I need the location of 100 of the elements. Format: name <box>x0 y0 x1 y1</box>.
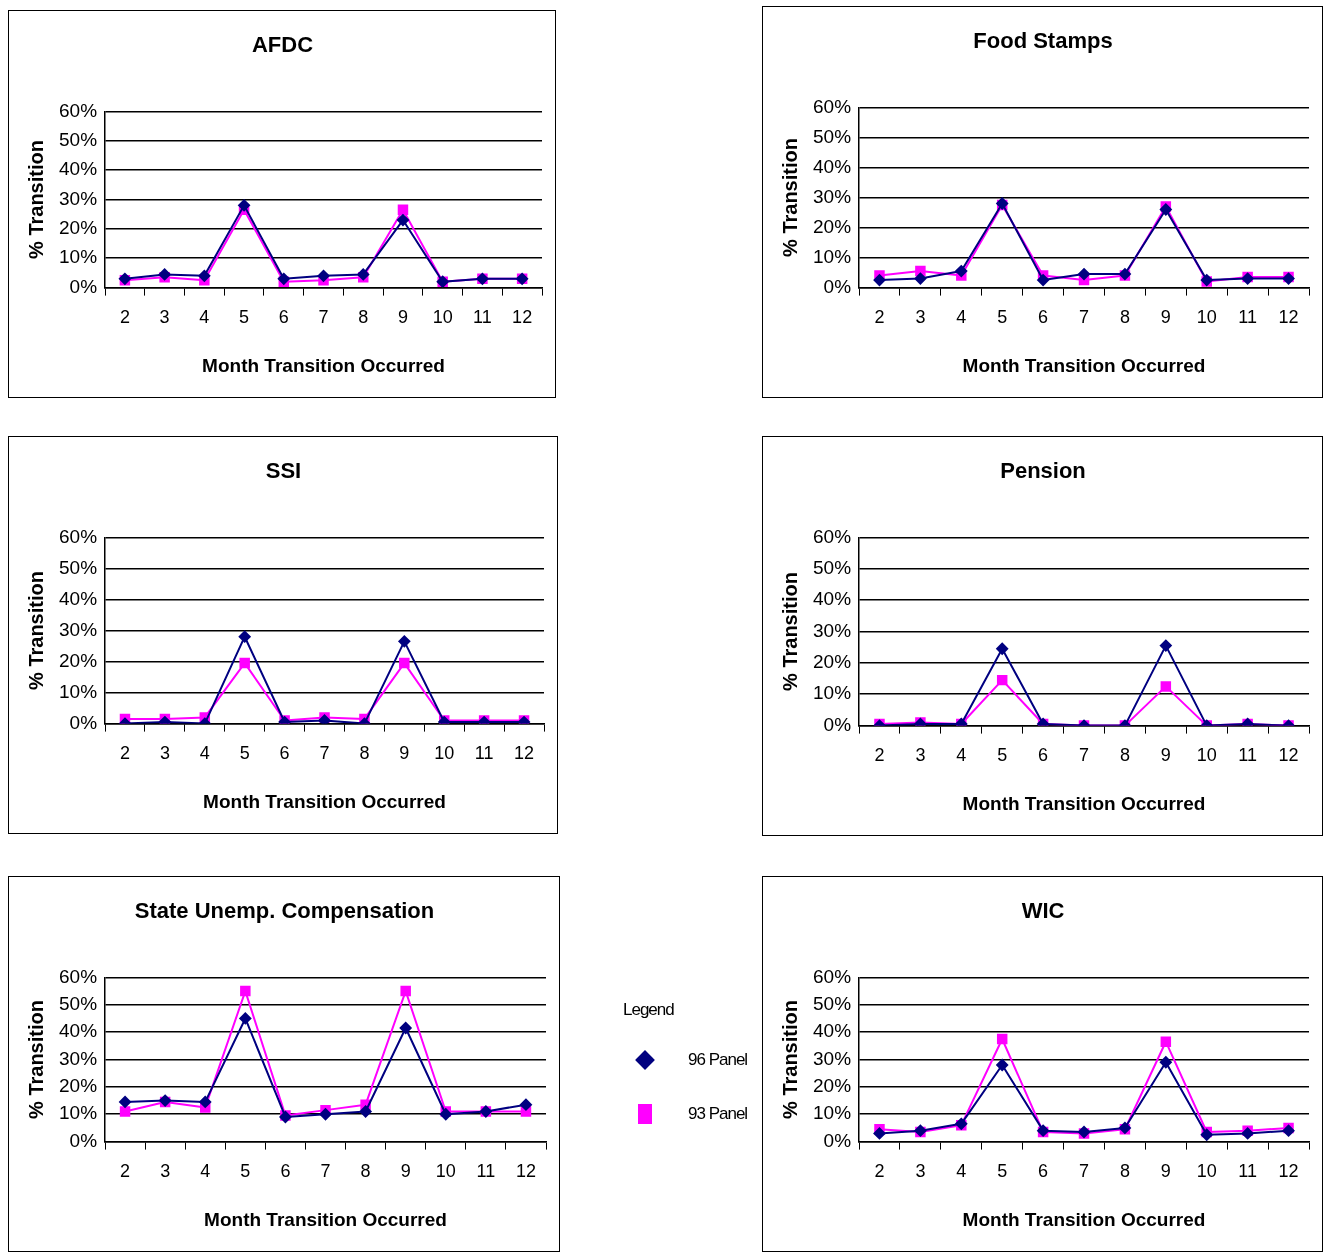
y-tick-label: 60% <box>59 525 98 547</box>
x-tick-label: 4 <box>199 743 210 764</box>
x-tick-label: 2 <box>874 1161 885 1182</box>
x-tick-label: 5 <box>239 307 250 328</box>
y-tick-label: 50% <box>59 129 98 150</box>
x-tick-label: 5 <box>240 1161 251 1182</box>
y-tick-label: 0% <box>69 1129 98 1151</box>
y-tick-label: 0% <box>823 1129 852 1151</box>
x-tick-label: 12 <box>1278 745 1299 766</box>
y-tick-label: 30% <box>59 187 98 209</box>
x-tick-label: 3 <box>915 1161 926 1182</box>
y-tick-label: 60% <box>813 525 852 547</box>
legend-label: 96 Panel <box>688 1050 748 1070</box>
x-tick-label: 7 <box>320 1161 331 1182</box>
chart-title: State Unemp. Compensation <box>134 898 435 924</box>
x-axis-title: Month Transition Occurred <box>962 1208 1206 1230</box>
y-axis-title: % Transition <box>24 140 47 259</box>
x-tick-label: 9 <box>397 307 408 328</box>
y-axis-title: % Transition <box>778 1000 801 1119</box>
x-axis-title: Month Transition Occurred <box>204 1208 447 1230</box>
x-tick-label: 5 <box>239 743 250 764</box>
y-tick-label: 10% <box>813 245 852 267</box>
x-tick-label: 4 <box>956 307 967 328</box>
x-tick-label: 6 <box>1038 745 1049 766</box>
x-tick-label: 10 <box>1196 1161 1217 1182</box>
x-tick-label: 10 <box>1196 307 1217 328</box>
x-tick-label: 9 <box>1160 745 1171 766</box>
x-tick-label: 11 <box>1238 307 1257 328</box>
x-tick-label: 3 <box>160 1161 171 1182</box>
x-tick-label: 9 <box>399 743 410 764</box>
x-tick-label: 3 <box>915 745 926 766</box>
y-tick-label: 50% <box>59 556 98 578</box>
y-tick-label: 40% <box>59 1020 98 1042</box>
legend-label: 93 Panel <box>688 1104 748 1124</box>
legend-title: Legend <box>623 1000 675 1020</box>
y-tick-label: 30% <box>59 1047 98 1069</box>
x-tick-label: 2 <box>119 307 130 328</box>
x-tick-label: 6 <box>278 307 289 328</box>
x-tick-label: 4 <box>200 1161 211 1182</box>
x-tick-label: 8 <box>358 307 369 328</box>
y-tick-label: 10% <box>813 682 852 704</box>
x-tick-label: 8 <box>359 743 370 764</box>
x-axis-title: Month Transition Occurred <box>202 354 445 376</box>
x-tick-label: 9 <box>1160 307 1171 328</box>
y-tick-label: 40% <box>813 1020 852 1042</box>
y-axis-title: % Transition <box>778 138 801 257</box>
x-tick-label: 5 <box>997 307 1008 328</box>
x-tick-label: 12 <box>1278 307 1299 328</box>
y-tick-label: 20% <box>813 651 852 673</box>
x-tick-label: 8 <box>1119 745 1130 766</box>
y-tick-label: 30% <box>813 619 852 641</box>
y-tick-label: 60% <box>813 95 852 117</box>
x-tick-label: 12 <box>515 1161 536 1182</box>
y-tick-label: 40% <box>813 588 852 610</box>
x-tick-label: 6 <box>280 1161 291 1182</box>
y-tick-label: 60% <box>59 965 98 987</box>
x-tick-label: 7 <box>319 743 330 764</box>
x-tick-label: 7 <box>1079 1161 1090 1182</box>
y-tick-label: 20% <box>813 1075 852 1097</box>
x-tick-label: 11 <box>1238 1161 1257 1182</box>
y-axis-title: % Transition <box>778 572 801 691</box>
y-tick-label: 10% <box>59 680 98 702</box>
y-tick-label: 30% <box>813 185 852 207</box>
y-tick-label: 40% <box>59 158 98 180</box>
y-tick-label: 40% <box>59 587 98 609</box>
x-tick-label: 10 <box>435 1161 456 1182</box>
y-axis-title: % Transition <box>24 571 47 690</box>
x-axis-title: Month Transition Occurred <box>962 354 1206 376</box>
x-tick-label: 3 <box>915 307 926 328</box>
y-tick-label: 50% <box>813 557 852 578</box>
y-tick-label: 60% <box>59 99 98 121</box>
x-tick-label: 8 <box>1119 307 1130 328</box>
y-tick-label: 10% <box>59 246 98 268</box>
x-tick-label: 4 <box>956 745 967 766</box>
x-tick-label: 2 <box>120 1161 131 1182</box>
y-tick-label: 0% <box>823 713 852 735</box>
y-tick-label: 0% <box>69 275 98 297</box>
x-tick-label: 2 <box>119 743 130 764</box>
y-tick-label: 30% <box>59 618 98 640</box>
x-tick-label: 9 <box>400 1161 411 1182</box>
chart-title: SSI <box>265 458 302 484</box>
x-axis-title: Month Transition Occurred <box>203 790 446 812</box>
x-tick-label: 8 <box>360 1161 371 1182</box>
x-tick-label: 4 <box>956 1161 967 1182</box>
x-tick-label: 7 <box>1079 745 1090 766</box>
y-tick-label: 20% <box>59 649 98 671</box>
y-tick-label: 20% <box>813 215 852 237</box>
y-tick-label: 50% <box>813 125 852 147</box>
x-tick-label: 3 <box>159 307 170 328</box>
x-tick-label: 7 <box>1079 307 1090 328</box>
x-tick-label: 6 <box>1038 1161 1049 1182</box>
x-tick-label: 9 <box>1160 1161 1171 1182</box>
x-tick-label: 12 <box>514 743 535 764</box>
x-tick-label: 7 <box>318 307 329 328</box>
x-tick-label: 3 <box>159 743 170 764</box>
x-tick-label: 11 <box>473 307 492 328</box>
chart-title: Food Stamps <box>973 28 1113 54</box>
x-tick-label: 12 <box>512 307 533 328</box>
y-axis-title: % Transition <box>24 1000 47 1119</box>
chart-title: AFDC <box>251 32 314 58</box>
